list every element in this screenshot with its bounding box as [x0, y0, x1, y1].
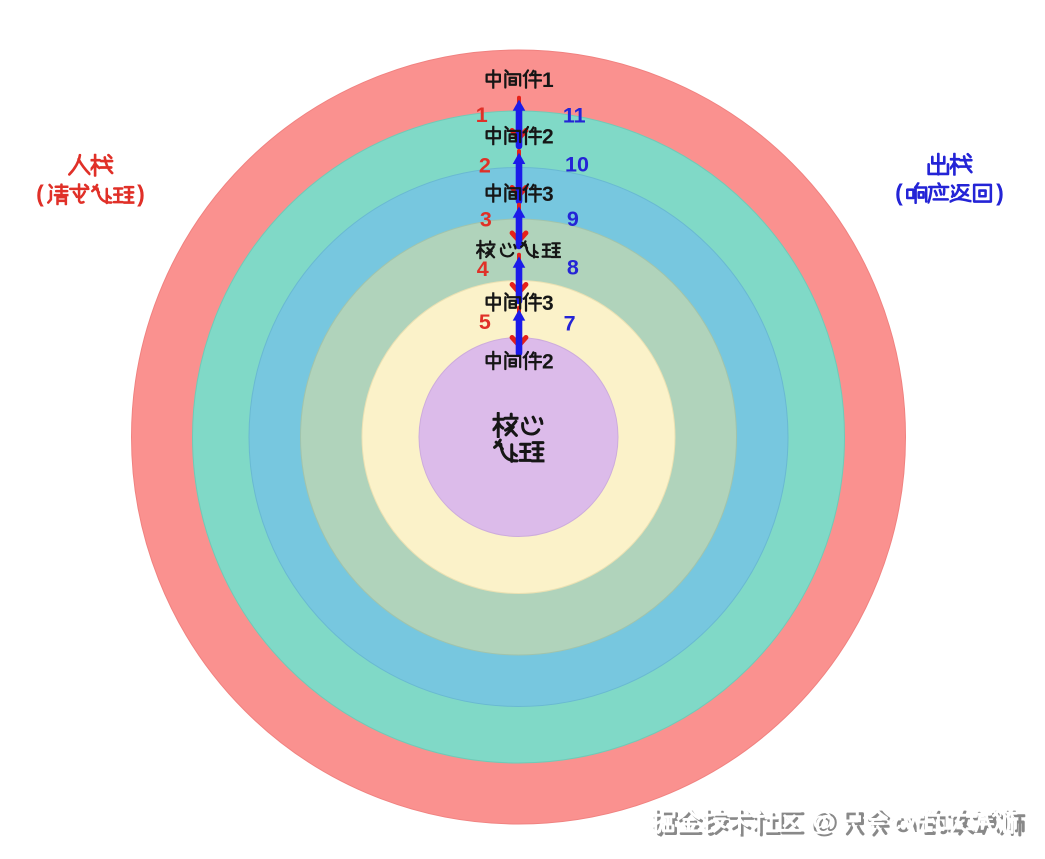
svg-text:cv: cv [888, 806, 917, 836]
svg-text:1: 1 [542, 69, 554, 92]
svg-text:10: 10 [565, 153, 589, 177]
svg-text:3: 3 [542, 292, 554, 315]
svg-text:2: 2 [542, 350, 554, 373]
svg-text:): ) [137, 181, 145, 207]
svg-text:(: ( [36, 181, 44, 207]
svg-text:3: 3 [480, 208, 492, 232]
svg-text:(: ( [895, 180, 903, 206]
svg-text:11: 11 [563, 104, 586, 128]
svg-text:2: 2 [479, 154, 491, 178]
svg-text:4: 4 [477, 257, 489, 281]
svg-text:@: @ [812, 808, 838, 838]
svg-text:5: 5 [479, 310, 491, 334]
svg-text:8: 8 [567, 256, 579, 280]
svg-text:9: 9 [567, 207, 579, 231]
svg-text:): ) [996, 180, 1004, 206]
svg-text:1: 1 [476, 103, 488, 127]
svg-text:7: 7 [564, 312, 576, 336]
svg-text:@: @ [807, 806, 833, 836]
svg-text:3: 3 [542, 183, 554, 206]
svg-text:2: 2 [542, 125, 554, 148]
